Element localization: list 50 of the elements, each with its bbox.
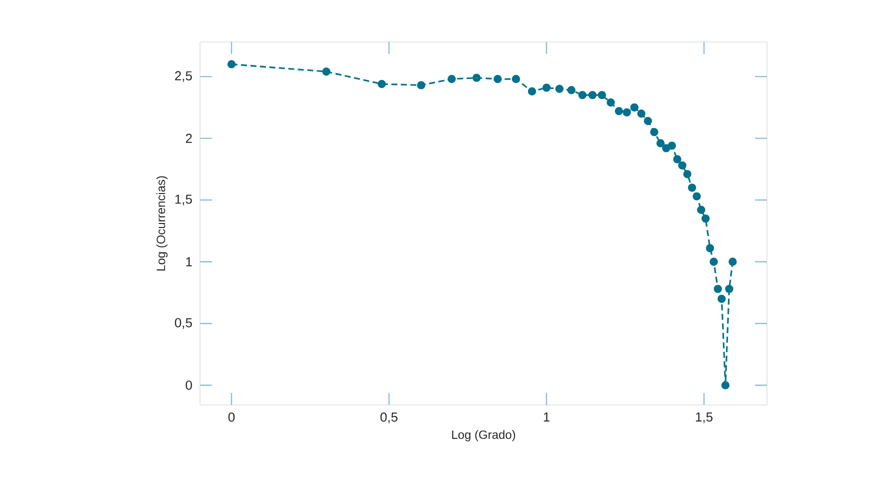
point <box>721 381 730 390</box>
point <box>714 284 722 294</box>
point <box>494 74 502 84</box>
y-tick-label: 1,5 <box>175 194 192 206</box>
point <box>472 74 481 82</box>
point <box>555 84 564 94</box>
point <box>542 84 551 92</box>
x-axis-title: Log (Grado) <box>452 430 516 442</box>
point <box>528 87 536 96</box>
point <box>644 116 652 126</box>
point <box>637 110 646 118</box>
point <box>650 128 658 136</box>
point <box>578 90 587 100</box>
x-tick-label: 1,5 <box>696 412 712 424</box>
point <box>512 74 520 84</box>
point <box>728 258 737 266</box>
point <box>718 294 726 303</box>
point <box>322 68 330 76</box>
point <box>606 98 615 107</box>
y-tick-label: 1 <box>186 257 192 266</box>
point <box>656 139 665 148</box>
point <box>630 103 638 112</box>
x-tick-label: 0 <box>228 412 235 422</box>
point <box>622 108 631 116</box>
point <box>567 86 576 94</box>
x-tick-label: 1 <box>544 412 550 422</box>
point <box>692 192 701 200</box>
point <box>725 284 734 294</box>
point <box>701 214 710 223</box>
y-tick-label: 0 <box>186 380 192 390</box>
point <box>378 80 386 88</box>
y-axis-title: Log (Ocurrencias) <box>156 176 168 271</box>
point <box>417 81 426 90</box>
point <box>710 258 718 266</box>
point <box>588 90 597 100</box>
y-tick-label: 0,5 <box>174 318 192 329</box>
point <box>697 206 706 214</box>
point <box>227 60 236 68</box>
point <box>688 184 696 192</box>
point <box>706 244 714 252</box>
point <box>668 142 676 150</box>
y-tick-label: 2,5 <box>175 71 192 82</box>
point <box>683 170 692 178</box>
point <box>673 155 682 164</box>
y-tick-label: 2 <box>186 134 192 143</box>
point <box>448 74 456 84</box>
point <box>598 90 606 100</box>
x-tick-label: 0,5 <box>380 412 398 424</box>
point <box>678 161 686 170</box>
point <box>614 107 624 116</box>
